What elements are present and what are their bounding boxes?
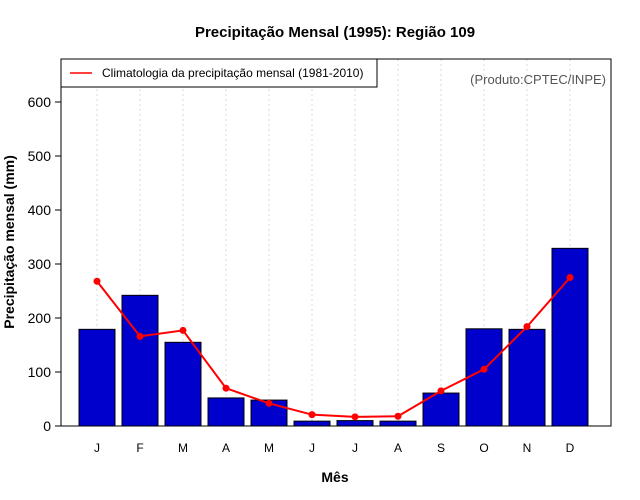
y-tick-label: 400 — [28, 202, 52, 218]
legend-label: Climatologia da precipitação mensal (198… — [102, 66, 363, 80]
x-tick-label: F — [136, 441, 143, 455]
climatology-point-9 — [437, 387, 445, 395]
climatology-point-7 — [351, 413, 359, 421]
bar-4 — [207, 397, 245, 427]
climatology-point-8 — [394, 412, 402, 420]
bar-2 — [121, 294, 159, 427]
y-tick-label: 100 — [28, 364, 52, 380]
x-tick-label: O — [479, 441, 488, 455]
climatology-point-12 — [566, 274, 574, 281]
y-tick-label: 200 — [28, 310, 52, 326]
x-axis-label: Mês — [321, 469, 348, 485]
climatology-polyline — [96, 276, 571, 418]
bar-3 — [164, 341, 202, 427]
y-tick-label: 0 — [43, 418, 51, 434]
x-tick-label: A — [222, 441, 230, 455]
x-tick-label: A — [394, 441, 402, 455]
x-tick-label: M — [264, 441, 274, 455]
y-ticks: 0 100 200 300 400 500 600 — [28, 94, 61, 434]
climatology-point-11 — [523, 323, 531, 331]
x-tick-label: J — [94, 441, 100, 455]
bar-10 — [465, 328, 503, 427]
x-tick-label: M — [178, 441, 188, 455]
legend-box — [60, 58, 378, 88]
bar-11 — [508, 328, 546, 427]
bar-7 — [336, 420, 374, 427]
climatology-point-4 — [222, 384, 230, 392]
climatology-point-3 — [179, 326, 187, 334]
y-tick-label: 300 — [28, 256, 52, 272]
bar-8 — [379, 420, 417, 427]
x-tick-label: J — [352, 441, 358, 455]
climatology-point-6 — [308, 411, 316, 419]
climatology-point-10 — [480, 365, 488, 373]
y-tick-label: 600 — [28, 94, 52, 110]
climatology-point-5 — [265, 399, 273, 407]
bar-6 — [293, 420, 331, 427]
y-axis-label: Precipitação mensal (mm) — [1, 155, 17, 329]
bars — [78, 247, 589, 427]
bar-1 — [78, 328, 116, 427]
x-tick-label: S — [437, 441, 445, 455]
climatology-point-2 — [136, 332, 144, 340]
x-tick-label: D — [566, 441, 575, 455]
climatology-point-1 — [93, 277, 101, 285]
chart-title: Precipitação Mensal (1995): Região 109 — [195, 24, 475, 41]
source-credit: (Produto:CPTEC/INPE) — [470, 72, 606, 87]
x-tick-label: J — [309, 441, 315, 455]
y-tick-label: 500 — [28, 148, 52, 164]
legend: Climatologia da precipitação mensal (198… — [60, 58, 378, 88]
climatology-line — [93, 274, 574, 421]
x-tick-label: N — [523, 441, 532, 455]
